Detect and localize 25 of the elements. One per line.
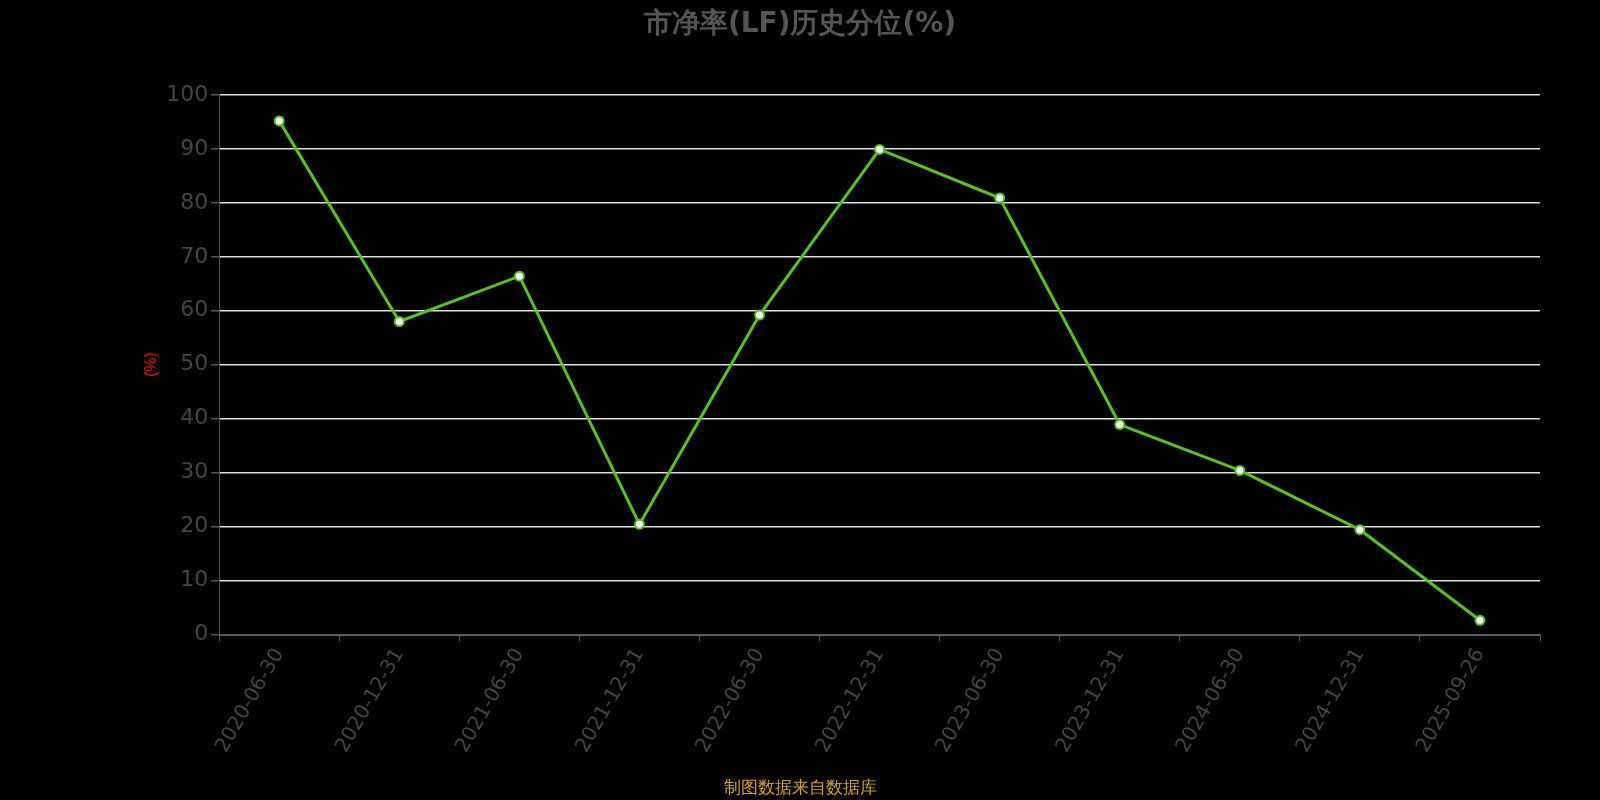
point (513, 270, 525, 282)
point (994, 192, 1006, 204)
y-tick-label: 60 (180, 296, 209, 322)
y-tick-label: 70 (180, 242, 209, 268)
chart-title: 市净率(LF)历史分位(%) (642, 5, 958, 41)
point (1114, 419, 1126, 431)
point (1354, 524, 1366, 536)
point (1234, 464, 1246, 476)
point (633, 518, 645, 530)
point (1474, 614, 1486, 626)
text: 制图数据来自数据库 (722, 776, 878, 799)
y-tick-label: 100 (166, 80, 209, 106)
y-tick-label: 40 (180, 404, 209, 430)
point (754, 309, 766, 321)
y-tick-label: 0 (194, 620, 209, 646)
y-tick-label: 10 (180, 566, 209, 592)
point (273, 115, 285, 127)
y-tick-label: 30 (180, 458, 209, 484)
y-tick-label: 20 (180, 512, 209, 538)
point (874, 143, 886, 155)
point (393, 316, 405, 328)
y-axis-title: (%) (142, 352, 160, 378)
y-tick-label: 80 (180, 188, 209, 214)
y-tick-label: 50 (180, 350, 209, 376)
y-tick-label: 90 (180, 134, 209, 160)
